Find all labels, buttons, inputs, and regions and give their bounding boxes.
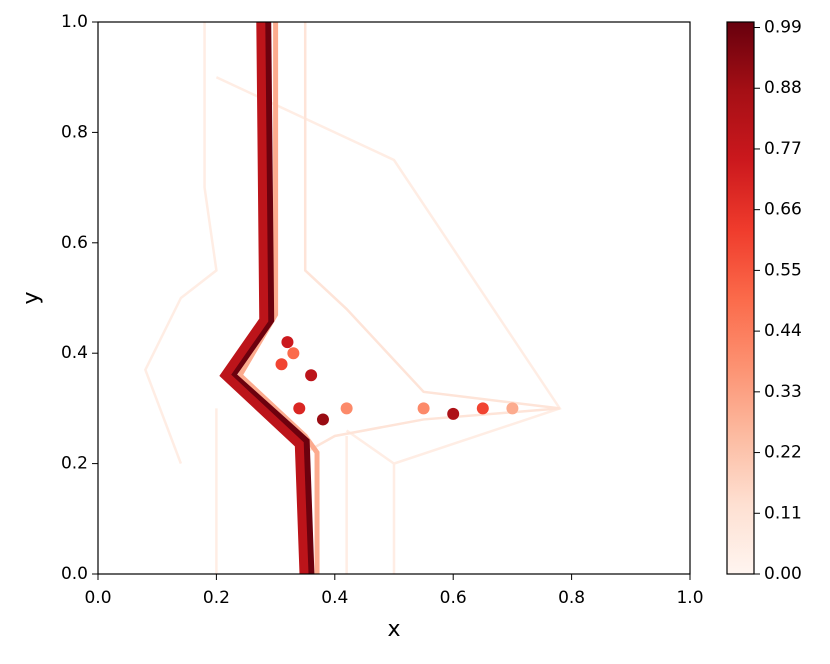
plot-frame — [97, 21, 691, 575]
colorbar-tick-label: 0.44 — [764, 321, 802, 341]
y-tick-label: 1.0 — [61, 12, 88, 32]
colorbar-tick-label: 0.11 — [764, 503, 802, 523]
y-tick-label: 0.6 — [61, 233, 88, 253]
colorbar-tick-label: 0.77 — [764, 139, 802, 159]
hotspot — [340, 402, 353, 415]
x-tick-label: 0.6 — [440, 588, 467, 608]
colorbar-tick-label: 0.88 — [764, 78, 802, 98]
colorbar-tick-label: 0.22 — [764, 443, 802, 463]
hotspot — [447, 407, 460, 420]
y-tick-label: 0.8 — [61, 122, 88, 142]
hotspot — [287, 347, 300, 360]
y-tick-label: 0.4 — [61, 343, 88, 363]
y-tick-label: 0.2 — [61, 454, 88, 474]
hotspot — [316, 413, 329, 426]
plot-area — [143, 22, 562, 574]
hotspot — [476, 402, 489, 415]
x-tick-label: 0.8 — [558, 588, 585, 608]
colorbar-tick-label: 0.66 — [764, 200, 802, 220]
hotspot — [293, 402, 306, 415]
colorbar-tick-label: 0.55 — [764, 260, 802, 280]
hotspot — [506, 402, 519, 415]
colorbar — [726, 21, 755, 575]
x-tick-label: 0.2 — [203, 588, 230, 608]
hotspot — [417, 402, 430, 415]
y-tick-label: 0.0 — [61, 564, 88, 584]
x-tick-label: 0.0 — [84, 588, 111, 608]
contour-line — [303, 22, 560, 574]
x-tick-label: 0.4 — [321, 588, 348, 608]
contour-line — [236, 22, 320, 574]
colorbar-tick-label: 0.00 — [764, 564, 802, 584]
hotspot — [275, 358, 288, 371]
colorbar-tick-label: 0.99 — [764, 18, 802, 38]
x-axis-label: x — [387, 617, 400, 642]
hotspot — [281, 336, 294, 349]
x-tick-label: 1.0 — [676, 588, 703, 608]
colorbar-tick-label: 0.33 — [764, 382, 802, 402]
y-axis-label: y — [19, 291, 44, 304]
contour-line — [219, 22, 309, 574]
hotspot — [305, 369, 318, 382]
contour-line — [143, 22, 218, 465]
